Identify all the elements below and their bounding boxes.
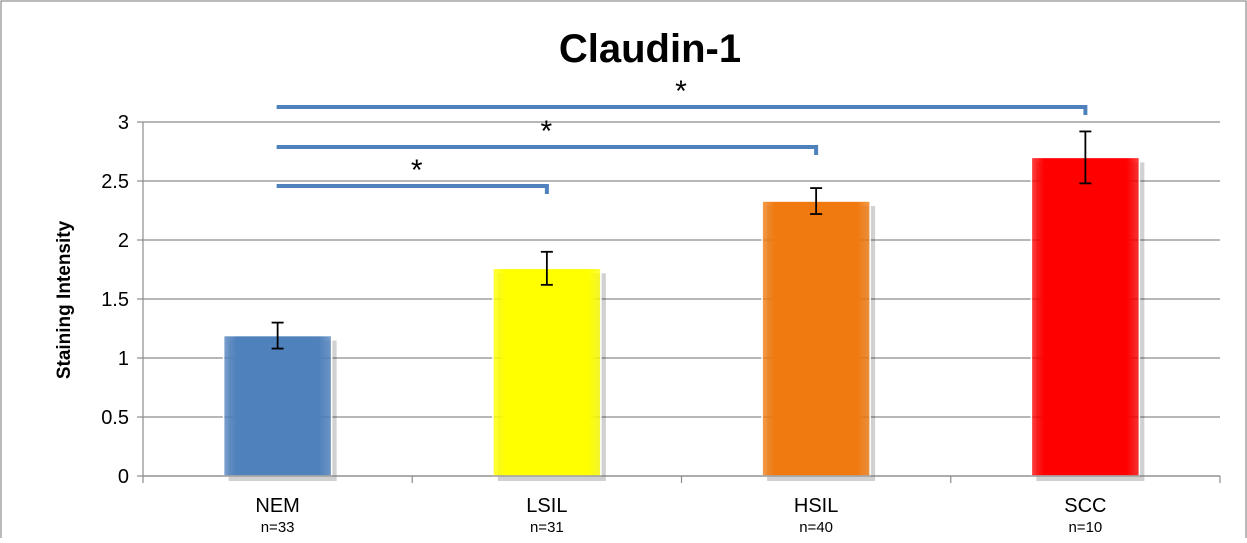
x-tick-label: LSIL xyxy=(526,495,567,517)
significance-asterisk: * xyxy=(675,75,687,108)
x-axis-ticks: NEM n=33 LSIL n=31 HSIL n=40 SCC n=10 xyxy=(142,475,1221,536)
significance-brackets: * * * xyxy=(276,75,1088,194)
x-tick-label: SCC xyxy=(1064,495,1106,517)
bar-scc xyxy=(1030,156,1141,477)
bar-hsil xyxy=(761,200,871,477)
significance-bracket xyxy=(276,105,1088,115)
y-tick-label: 2 xyxy=(118,230,129,252)
significance-asterisk: * xyxy=(411,154,423,187)
bar-nem xyxy=(222,334,333,477)
y-tick-label: 1.5 xyxy=(101,289,129,311)
y-axis-label: Staining Intensity xyxy=(54,220,75,379)
y-tick-label: 3 xyxy=(118,112,129,134)
significance-asterisk: * xyxy=(541,115,553,148)
bar-lsil xyxy=(492,267,602,477)
y-tick-label: 0.5 xyxy=(101,407,129,429)
sample-size-label: n=33 xyxy=(261,519,295,536)
y-tick-label: 1 xyxy=(118,348,129,370)
sample-size-label: n=31 xyxy=(530,519,564,536)
error-bars xyxy=(271,130,1092,350)
significance-bracket xyxy=(276,145,819,155)
sample-size-label: n=40 xyxy=(799,519,833,536)
sample-size-label: n=10 xyxy=(1068,519,1102,536)
chart-title: Claudin-1 xyxy=(559,27,741,71)
y-tick-label: 2.5 xyxy=(101,171,129,193)
x-tick-label: NEM xyxy=(255,495,299,517)
significance-bracket xyxy=(276,184,549,194)
y-axis-ticks: 0 0.5 1 1.5 2 2.5 3 xyxy=(101,112,143,488)
y-tick-label: 0 xyxy=(118,466,129,488)
x-tick-label: HSIL xyxy=(794,495,838,517)
bars xyxy=(222,156,1145,481)
